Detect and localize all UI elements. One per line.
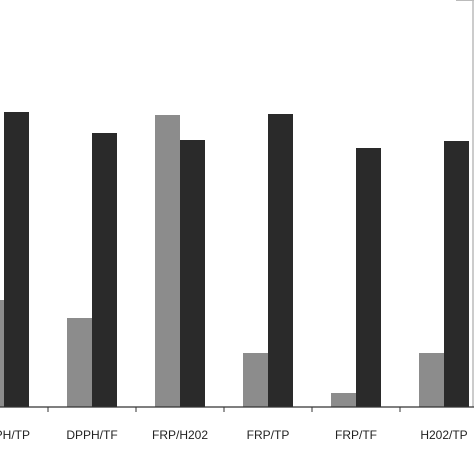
bar bbox=[356, 148, 381, 407]
x-tick-label: FRP/TF bbox=[335, 428, 377, 442]
x-tick-label: H202/TP bbox=[420, 428, 467, 442]
bar bbox=[243, 353, 268, 407]
bar bbox=[4, 112, 29, 407]
x-tick-label: DPPH/TP bbox=[0, 428, 30, 442]
x-tick-label: FRP/TP bbox=[247, 428, 290, 442]
bar bbox=[67, 318, 92, 407]
bar bbox=[0, 300, 4, 407]
bar bbox=[180, 140, 205, 407]
bar bbox=[268, 114, 293, 407]
x-tick-label: DPPH/TF bbox=[66, 428, 117, 442]
bar bbox=[155, 115, 180, 407]
bar bbox=[331, 393, 356, 407]
bar bbox=[419, 353, 444, 407]
bar bbox=[444, 141, 469, 407]
x-tick-label: FRP/H202 bbox=[152, 428, 208, 442]
bar bbox=[92, 133, 117, 407]
